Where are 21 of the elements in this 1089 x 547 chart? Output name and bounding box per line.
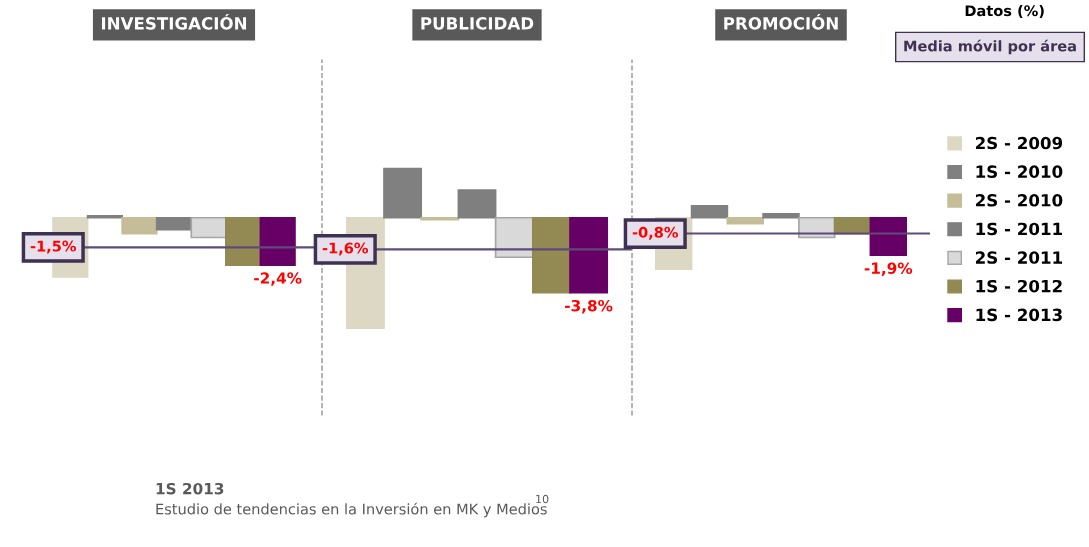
text: Datos (%)	[965, 4, 1044, 18]
legend-label: 2S - 2011	[975, 251, 1063, 264]
legend-label: 1S - 2010	[976, 165, 1063, 178]
chart-title: PUBLICIDAD	[421, 17, 534, 30]
data-label: -3,8%	[565, 299, 613, 314]
chart-title: PROMOCIÓN	[724, 14, 838, 30]
legend-label: 1S - 2013	[976, 308, 1062, 322]
chart-title: INVESTIGACIÓN	[101, 14, 247, 30]
legend-label: 1S - 2011	[976, 222, 1063, 236]
ref-line-label: -0,8%	[632, 226, 679, 240]
legend-label: 2S - 2009	[975, 136, 1063, 150]
text: 10	[536, 494, 549, 504]
text: 1S 2013	[156, 482, 224, 495]
text: Estudio de tendencias en la Inversión en MK y Medios	[156, 502, 547, 518]
text: Media móvil por área	[904, 39, 1076, 55]
data-label: -1,9%	[864, 262, 913, 276]
legend-label: 1S - 2012	[976, 279, 1062, 293]
data-label: -2,4%	[254, 272, 302, 286]
ref-line-label: -1,6%	[322, 242, 369, 256]
legend-label: 2S - 2010	[975, 194, 1063, 207]
ref-line-label: -1,5%	[30, 240, 77, 254]
